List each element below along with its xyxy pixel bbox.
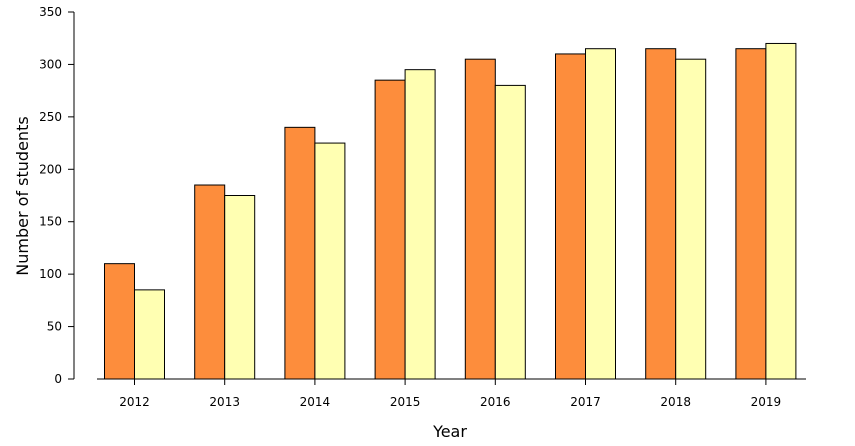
bar-series-1-2016 [464,58,496,380]
x-tick-label: 2013 [209,395,240,409]
bars [104,42,797,380]
x-tick-label: 2016 [480,395,511,409]
x-tick-label: 2012 [119,395,150,409]
bar-series-2-2019 [765,42,797,380]
bar-series-1-2018 [645,48,677,380]
x-tick-label: 2017 [570,395,601,409]
x-tick-label: 2018 [660,395,691,409]
bar-series-2-2018 [675,58,707,380]
y-tick-label: 350 [39,5,62,19]
y-tick-label: 250 [39,110,62,124]
bar-series-1-2019 [735,48,767,380]
y-axis: 0 50 100 150 200 250 300 350 [39,5,75,386]
bar-series-1-2014 [284,126,316,380]
x-axis-title: Year [432,422,467,441]
bar-series-1-2017 [555,53,586,380]
x-tick-label: 2015 [390,395,421,409]
bar-series-2-2016 [494,84,526,380]
y-tick-label: 100 [39,267,62,281]
y-tick-label: 50 [47,320,62,334]
bar-series-2-2013 [224,195,256,380]
bar-series-1-2013 [194,184,226,380]
bar-series-2-2017 [585,48,616,380]
y-axis-title: Number of students [13,116,32,275]
bar-series-2-2015 [404,69,436,380]
y-tick-label: 0 [54,372,62,386]
x-axis-ticks: 2012 2013 2014 2015 2016 2017 2018 2019 [119,379,781,409]
bar-series-2-2014 [314,142,346,380]
x-tick-label: 2014 [300,395,331,409]
x-axis: 2012 2013 2014 2015 2016 2017 2018 2019 [97,378,806,409]
y-axis-ticks: 0 50 100 150 200 250 300 350 [39,5,74,386]
y-tick-label: 200 [39,162,62,176]
x-tick-label: 2019 [751,395,782,409]
bar-series-1-2015 [374,79,406,380]
bar-series-1-2012 [104,263,135,380]
y-tick-label: 150 [39,215,62,229]
bar-series-2-2012 [134,289,165,380]
y-tick-label: 300 [39,57,62,71]
